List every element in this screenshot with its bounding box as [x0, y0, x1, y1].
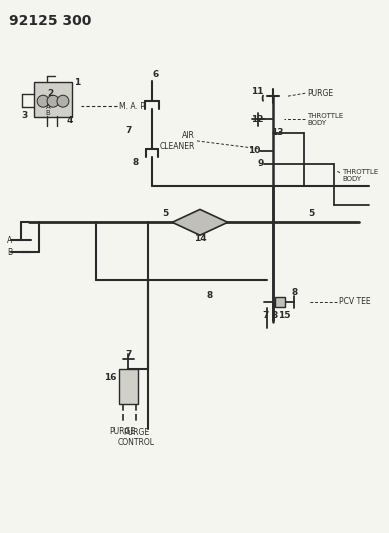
Text: 8: 8 — [207, 292, 213, 300]
Text: 15: 15 — [278, 311, 291, 320]
Text: 12: 12 — [251, 115, 264, 124]
Text: THROTTLE
BODY: THROTTLE BODY — [342, 169, 378, 182]
Text: PURGE: PURGE — [307, 89, 333, 98]
Text: M. A. P.: M. A. P. — [119, 102, 145, 111]
Text: 16: 16 — [104, 373, 117, 382]
Text: 8: 8 — [291, 288, 298, 297]
Bar — [275, 297, 286, 306]
Text: A: A — [46, 104, 51, 110]
Text: 4: 4 — [67, 116, 73, 125]
Text: PURGE
CONTROL: PURGE CONTROL — [118, 428, 155, 448]
Text: 10: 10 — [249, 147, 261, 155]
Text: PURGE: PURGE — [109, 427, 136, 437]
Text: 7: 7 — [125, 126, 131, 135]
Text: 2: 2 — [47, 89, 53, 98]
Polygon shape — [172, 209, 228, 235]
Text: 92125 300: 92125 300 — [9, 14, 92, 28]
Text: 9: 9 — [258, 159, 264, 168]
Text: B: B — [7, 248, 12, 256]
Text: AIR
CLEANER: AIR CLEANER — [159, 131, 195, 151]
Text: 5: 5 — [308, 209, 314, 218]
Circle shape — [37, 95, 49, 107]
Text: PCV TEE: PCV TEE — [339, 297, 371, 306]
Circle shape — [47, 95, 59, 107]
Circle shape — [57, 95, 69, 107]
Text: 7: 7 — [262, 311, 269, 320]
Text: 8: 8 — [132, 158, 138, 167]
Text: 14: 14 — [194, 233, 206, 243]
Text: 3: 3 — [21, 110, 27, 119]
Text: 11: 11 — [251, 87, 264, 96]
Text: 5: 5 — [162, 209, 168, 218]
Text: 8: 8 — [271, 311, 277, 320]
Text: THROTTLE
BODY: THROTTLE BODY — [307, 112, 343, 126]
Bar — [119, 369, 138, 404]
Text: 6: 6 — [152, 70, 158, 79]
Text: 7: 7 — [125, 350, 131, 359]
Text: A: A — [7, 236, 12, 245]
Text: B: B — [46, 110, 51, 116]
Bar — [34, 82, 72, 117]
Text: 1: 1 — [74, 78, 80, 87]
Text: 13: 13 — [271, 128, 284, 138]
